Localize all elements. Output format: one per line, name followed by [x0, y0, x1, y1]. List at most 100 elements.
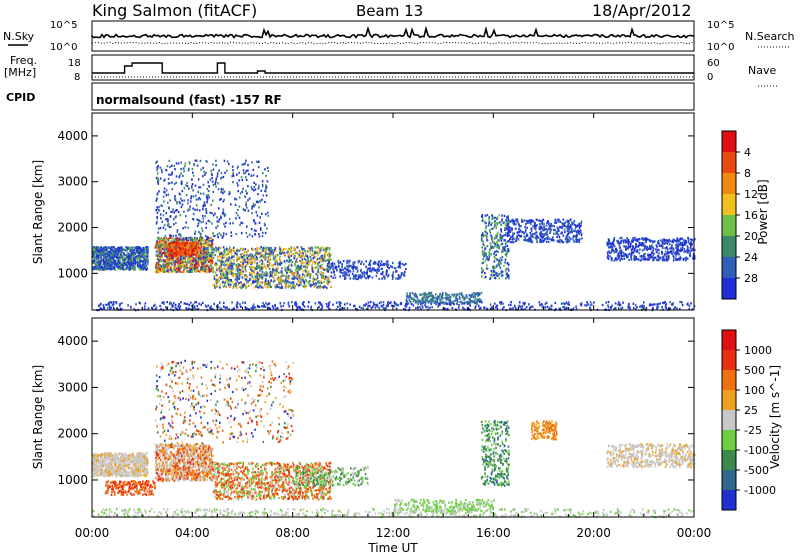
echo-cell — [221, 262, 223, 265]
echo-cell — [202, 256, 205, 259]
echo-cell — [135, 246, 138, 249]
echo-cell — [117, 252, 119, 255]
echo-cell — [488, 217, 490, 220]
echo-cell — [385, 269, 388, 272]
echo-cell — [145, 260, 147, 263]
echo-cell — [369, 275, 371, 278]
echo-cell — [178, 263, 180, 266]
echo-cell — [183, 264, 185, 267]
echo-cell — [198, 259, 200, 262]
echo-cell — [138, 267, 141, 270]
echo-cell — [379, 262, 382, 265]
echo-cell — [135, 255, 137, 258]
echo-cell — [205, 194, 208, 197]
echo-cell — [129, 250, 131, 253]
echo-cell — [231, 281, 234, 284]
echo-cell — [199, 192, 202, 195]
echo-cell — [247, 280, 250, 283]
echo-cell — [498, 273, 501, 276]
echo-cell — [212, 168, 215, 171]
echo-cell — [96, 263, 98, 266]
echo-cell — [255, 276, 257, 279]
echo-cell — [124, 258, 126, 262]
echo-cell — [218, 259, 221, 262]
echo-cell — [434, 296, 436, 299]
echo-cell — [306, 271, 309, 274]
echo-cell — [291, 260, 294, 264]
echo-cell — [92, 248, 95, 251]
echo-cell — [172, 218, 175, 221]
echo-cell — [167, 245, 170, 248]
echo-cell — [257, 280, 260, 283]
echo-cell — [202, 192, 205, 195]
echo-cell — [401, 272, 404, 275]
echo-cell — [92, 266, 94, 269]
echo-cell — [432, 296, 435, 300]
echo-cell — [238, 249, 241, 252]
echo-cell — [509, 231, 512, 234]
echo-cell — [180, 182, 183, 186]
echo-cell — [221, 256, 224, 259]
echo-cell — [197, 260, 199, 264]
echo-cell — [182, 167, 185, 170]
echo-cell — [110, 267, 112, 271]
echo-cell — [495, 246, 498, 249]
echo-cell — [258, 160, 260, 163]
echo-cell — [93, 268, 96, 271]
echo-cell — [240, 176, 243, 179]
echo-cell — [210, 247, 212, 250]
echo-cell — [430, 291, 433, 295]
echo-cell — [210, 203, 212, 206]
echo-cell — [261, 235, 264, 238]
echo-cell — [99, 260, 102, 264]
echo-cell — [316, 276, 319, 280]
echo-cell — [311, 283, 313, 287]
echo-cell — [259, 216, 261, 219]
echo-cell — [193, 163, 195, 167]
echo-cell — [142, 252, 145, 255]
echo-cell — [317, 271, 319, 274]
echo-cell — [164, 259, 166, 262]
echo-cell — [194, 239, 196, 242]
echo-cell — [173, 197, 176, 200]
echo-cell — [178, 201, 181, 204]
echo-cell — [174, 240, 176, 243]
echo-cell — [118, 247, 120, 250]
echo-cell — [196, 224, 199, 228]
freq-unit: [MHz] — [4, 66, 36, 79]
echo-cell — [159, 227, 162, 230]
echo-cell — [155, 250, 158, 253]
echo-cell — [233, 249, 236, 252]
echo-cell — [92, 253, 94, 256]
echo-cell — [187, 267, 190, 270]
echo-cell — [406, 294, 408, 297]
echo-cell — [179, 248, 182, 251]
echo-cell — [224, 171, 226, 174]
echo-cell — [335, 265, 338, 269]
echo-cell — [418, 301, 420, 304]
echo-cell — [174, 209, 177, 212]
echo-cell — [214, 286, 216, 289]
echo-cell — [324, 248, 327, 251]
echo-cell — [192, 258, 194, 261]
echo-cell — [155, 176, 158, 180]
echo-cell — [104, 254, 106, 257]
echo-cell — [154, 270, 157, 273]
echo-cell — [238, 171, 241, 174]
echo-cell — [247, 185, 249, 188]
echo-cell — [333, 263, 336, 266]
echo-cell — [160, 217, 162, 220]
echo-cell — [311, 266, 313, 269]
echo-cell — [432, 295, 434, 298]
echo-cell — [170, 271, 173, 274]
echo-cell — [249, 260, 251, 263]
echo-cell — [128, 261, 131, 264]
echo-cell — [109, 266, 112, 269]
echo-cell — [184, 247, 187, 250]
echo-cell — [356, 270, 359, 273]
echo-cell — [157, 182, 160, 185]
echo-cell — [229, 257, 231, 260]
echo-cell — [348, 261, 350, 264]
echo-cell — [160, 247, 162, 250]
echo-cell — [168, 182, 171, 185]
